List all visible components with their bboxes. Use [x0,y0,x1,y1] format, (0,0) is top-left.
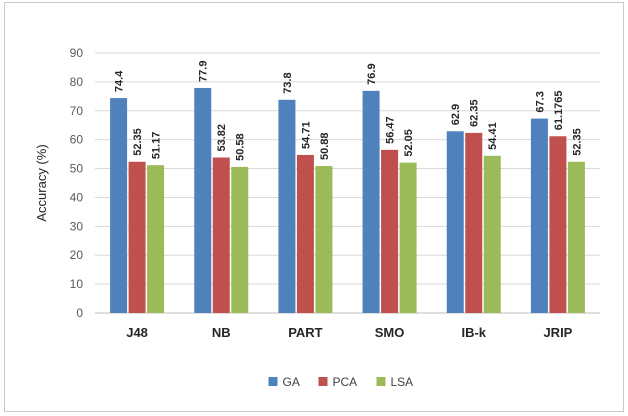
legend-swatch-lsa [376,377,386,386]
data-label: 77.9 [198,61,210,82]
legend: GA PCA LSA [268,375,414,389]
bar-pca-part [296,154,314,313]
y-tick-label: 20 [70,248,84,262]
bars [110,87,585,313]
legend-label-pca: PCA [333,375,358,389]
category-label: PART [288,325,322,340]
y-tick-label: 80 [70,75,84,89]
data-label: 54.71 [300,121,312,149]
category-labels: J48 NB PART SMO IB-k JRIP [126,325,572,340]
bar-lsa-smo [399,162,417,313]
legend-swatch-pca [318,377,328,386]
bar-lsa-part [315,166,333,313]
bar-lsa-ib-k [483,155,501,313]
y-tick-label: 30 [70,219,84,233]
bar-lsa-nb [231,166,249,313]
bar-lsa-j48 [147,165,165,313]
category-label: SMO [375,325,405,340]
bar-ga-ib-k [446,131,464,313]
data-label: 67.3 [534,91,546,112]
data-label: 52.35 [132,128,144,156]
data-label: 56.47 [385,116,397,144]
data-label: 61.1765 [553,91,565,131]
category-label: NB [212,325,231,340]
bar-pca-j48 [128,161,146,313]
legend-swatch-ga [268,377,278,386]
bar-pca-ib-k [465,132,483,313]
bar-ga-part [278,99,296,313]
data-label: 76.9 [366,63,378,84]
bar-pca-nb [212,157,230,313]
bar-pca-smo [381,149,399,313]
data-label: 52.35 [571,128,583,156]
data-label: 62.9 [450,104,462,125]
y-tick-label: 70 [70,104,84,118]
y-axis-ticks: 0 10 20 30 40 50 60 70 80 90 [70,46,84,320]
category-label: J48 [126,325,148,340]
data-label: 50.58 [235,133,247,161]
data-label: 51.17 [151,132,163,160]
data-label: 73.8 [282,72,294,93]
bar-ga-j48 [110,98,128,313]
legend-label-ga: GA [283,375,300,389]
y-axis-label: Accuracy (%) [34,144,49,221]
bar-pca-jrip [549,136,567,313]
bar-ga-jrip [530,118,548,313]
category-label: JRIP [543,325,572,340]
data-label: 52.05 [403,129,415,157]
data-label: 50.88 [319,132,331,160]
category-label: IB-k [461,325,486,340]
y-tick-label: 60 [70,133,84,147]
data-label: 74.4 [114,70,126,92]
legend-label-lsa: LSA [391,375,414,389]
y-tick-label: 90 [70,46,84,60]
y-tick-label: 10 [70,277,84,291]
bar-ga-nb [194,87,212,313]
y-tick-label: 40 [70,190,84,204]
data-label: 53.82 [216,124,228,152]
data-label: 54.41 [487,122,499,150]
y-tick-label: 0 [76,306,83,320]
bar-lsa-jrip [567,161,585,313]
chart-frame [4,2,624,412]
bar-ga-smo [362,90,380,313]
data-labels: 74.4 52.35 51.17 77.9 53.82 50.58 73.8 54.71 50.… [114,61,584,161]
gridlines [95,52,600,314]
y-tick-label: 50 [70,162,84,176]
data-label: 62.35 [469,99,481,127]
